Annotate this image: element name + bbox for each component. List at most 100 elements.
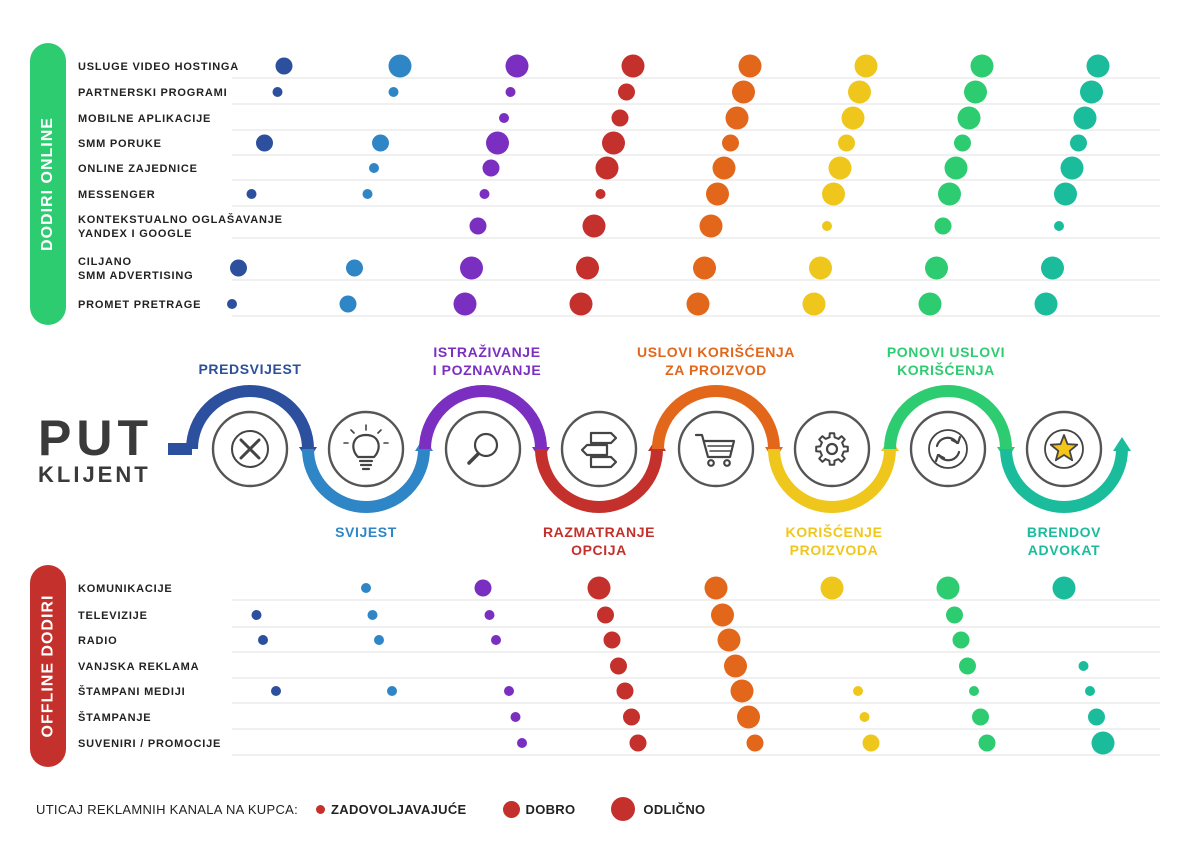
icon-ring [327,410,405,488]
icon-shape [231,430,269,468]
wave-arc-razmatranje-opcija [535,448,663,513]
close-x-icon [211,410,289,488]
row-label: USLUGE VIDEO HOSTINGA [78,61,239,73]
row-label-line: YANDEX I GOOGLE [78,228,192,240]
row-label-line: KONTEKSTUALNO OGLAŠAVANJE [78,213,283,226]
stage-label-line: ADVOKAT [1028,542,1100,558]
stage-label-razmatranje-opcija: RAZMATRANJE OPCIJA [543,524,655,558]
impact-dot-brendov-advokat [1034,292,1058,316]
impact-dot-koriscenje-proizvoda [862,734,880,752]
impact-dot-razmatranje-opcija [569,292,593,316]
wave-arc-uslovi-koriscenja-za-proizvod [652,385,780,450]
row-label-line: TELEVIZIJE [78,610,148,622]
icon-shape [343,424,389,444]
offline-row-stampani-mediji: ŠTAMPANI MEDIJI [78,679,1160,704]
icon-shape [473,432,499,458]
row-label-line: ONLINE ZAJEDNICE [78,163,198,175]
impact-dot-istrazivanje-i-poznavanje [499,113,509,123]
online-channel-rows: USLUGE VIDEO HOSTINGA PARTNERSKI PROGRAMI… [78,54,1160,317]
impact-dot-brendov-advokat [1091,731,1115,755]
icon-shape [589,431,618,445]
icon-ring [444,410,522,488]
impact-dot-uslovi-koriscenja-za-proizvod [706,182,729,206]
row-label: CILJANO SMM ADVERTISING [78,256,194,282]
refresh-icon [909,410,987,488]
impact-dot-brendov-advokat [1085,686,1095,696]
impact-dot-ponovi-uslovi-koriscenja [964,80,987,104]
impact-dot-razmatranje-opcija [603,631,621,649]
impact-dot-brendov-advokat [1052,576,1076,600]
legend-label-satisfactory: ZADOVOLJAVAJUĆE [331,801,467,817]
impact-dot-koriscenje-proizvoda [841,106,865,130]
impact-dot-razmatranje-opcija [602,131,625,155]
legend-dot-excellent [611,797,636,821]
row-label: ŠTAMPANI MEDIJI [78,685,186,698]
impact-dot-koriscenje-proizvoda [859,712,870,722]
impact-dot-istrazivanje-i-poznavanje [504,686,514,696]
impact-dot-brendov-advokat [1086,54,1110,78]
icon-ring [677,410,755,488]
stage-label-line: USLOVI KORIŠĆENJA [637,343,795,360]
impact-dot-uslovi-koriscenja-za-proizvod [722,134,739,152]
impact-dot-istrazivanje-i-poznavanje [486,131,509,155]
signpost-icon [560,410,638,488]
impact-dot-ponovi-uslovi-koriscenja [978,734,996,752]
offline-channel-rows: KOMUNIKACIJE TELEVIZIJE RADIO VANJSKA REKLA… [78,576,1160,756]
stage-label-line: I POZNAVANJE [433,362,542,378]
impact-dot-svijest [372,134,389,152]
impact-dot-koriscenje-proizvoda [802,292,826,316]
offline-row-vanjska-reklama: VANJSKA REKLAMA [78,654,1160,679]
impact-dot-svijest [367,610,378,620]
impact-dot-brendov-advokat [1070,134,1087,152]
row-label: ONLINE ZAJEDNICE [78,163,198,175]
row-label-line: PROMET PRETRAGE [78,299,201,311]
search-icon [444,410,522,488]
impact-dot-razmatranje-opcija [576,256,599,280]
impact-dot-razmatranje-opcija [616,682,634,700]
stage-label-line: SVIJEST [335,524,397,540]
online-row-usluge-video-hostinga: USLUGE VIDEO HOSTINGA [78,54,1160,79]
impact-dot-istrazivanje-i-poznavanje [505,54,529,78]
stage-label-line: KORIŠĆENJE [785,523,882,540]
row-label: MOBILNE APLIKACIJE [78,113,211,125]
legend-dot-satisfactory [316,804,326,814]
offline-row-suveniri-promocije: SUVENIRI / PROMOCIJE [78,731,1160,756]
stage-label-line: RAZMATRANJE [543,524,655,540]
impact-dot-istrazivanje-i-poznavanje [453,292,477,316]
row-label-line: SMM ADVERTISING [78,270,194,282]
online-row-kontekstualno-oglasavanje-yandex-i-google: KONTEKSTUALNO OGLAŠAVANJE YANDEX I GOOGLE [78,213,1160,240]
online-row-promet-pretrage: PROMET PRETRAGE [78,292,1160,317]
impact-dot-uslovi-koriscenja-za-proizvod [693,256,716,280]
impact-dot-ponovi-uslovi-koriscenja [954,134,971,152]
row-label: VANJSKA REKLAMA [78,661,199,673]
icon-ring [909,410,987,488]
stage-label-line: PROIZVODA [790,542,879,558]
icon-shape [928,429,968,469]
impact-dot-razmatranje-opcija [595,156,619,180]
impact-dot-razmatranje-opcija [597,606,614,624]
row-label: RADIO [78,635,117,647]
impact-dot-brendov-advokat [1060,156,1084,180]
row-label-line: MESSENGER [78,189,156,201]
online-row-ciljano-smm-advertising: CILJANO SMM ADVERTISING [78,256,1160,282]
impact-dot-svijest [369,163,379,173]
impact-dot-predsvijest [256,134,273,152]
stage-label-line: KORIŠĆENJA [897,361,995,378]
row-label-line: CILJANO [78,256,132,268]
impact-dot-uslovi-koriscenja-za-proizvod [730,679,754,703]
wave-arc-predsvijest [186,385,314,450]
impact-dot-uslovi-koriscenja-za-proizvod [704,576,728,600]
stage-label-line: BRENDOV [1027,524,1101,540]
impact-dot-uslovi-koriscenja-za-proizvod [711,603,734,627]
icon-shape [707,445,733,452]
wave-arc-svijest [302,448,430,513]
impact-dot-ponovi-uslovi-koriscenja [944,156,968,180]
stage-label-line: PREDSVIJEST [198,361,301,377]
impact-dot-razmatranje-opcija [618,83,635,101]
impact-dot-svijest [387,686,397,696]
online-row-smm-poruke: SMM PORUKE [78,131,1160,156]
impact-dot-koriscenje-proizvoda [820,576,844,600]
row-label-line: USLUGE VIDEO HOSTINGA [78,61,239,73]
impact-dot-svijest [339,295,357,313]
impact-dot-ponovi-uslovi-koriscenja [934,217,952,235]
